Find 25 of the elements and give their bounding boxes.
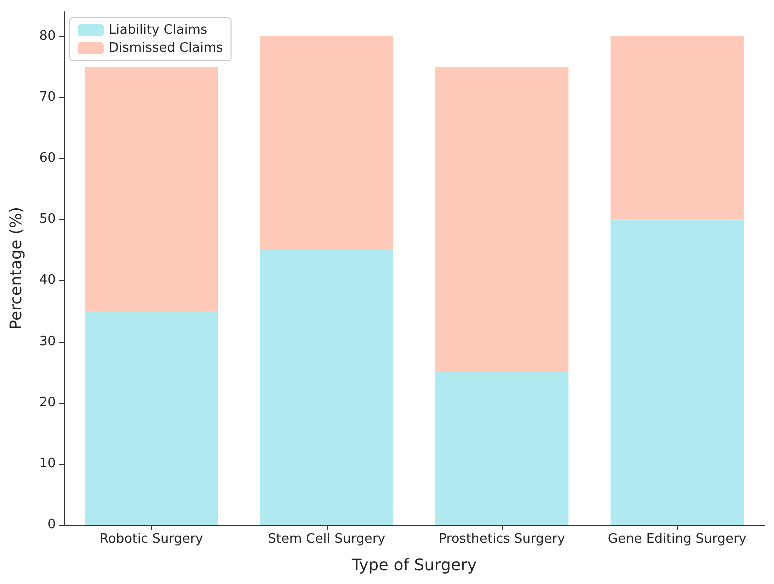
- bar: [85, 66, 218, 312]
- y-axis-title: Percentage (%): [6, 207, 26, 330]
- y-tick-label: 10: [39, 456, 56, 472]
- y-tick-label: 80: [39, 28, 56, 44]
- y-tick-label: 70: [39, 90, 56, 105]
- x-tick-label: Prosthetics Surgery: [438, 532, 566, 547]
- x-tick-label: Gene Editing Surgery: [608, 532, 748, 547]
- x-tick-label: Stem Cell Surgery: [268, 532, 386, 547]
- y-tick-label: 50: [39, 212, 56, 228]
- y-tick-label: 40: [39, 273, 56, 288]
- y-tick-label: 20: [39, 395, 56, 410]
- legend-label: Liability Claims: [109, 23, 208, 38]
- bar: [85, 311, 218, 525]
- legend-label: Dismissed Claims: [109, 41, 224, 56]
- y-tick-label: 0: [48, 518, 56, 532]
- bar: [610, 36, 744, 220]
- y-tick-label: 30: [39, 334, 56, 350]
- bar: [260, 36, 394, 250]
- bar: [436, 66, 569, 372]
- x-tick-label: Robotic Surgery: [100, 532, 204, 547]
- bar: [436, 372, 569, 525]
- y-tick-label: 60: [39, 151, 56, 166]
- x-axis-title: Type of Surgery: [351, 556, 477, 574]
- bar: [610, 220, 744, 525]
- bar: [260, 250, 394, 525]
